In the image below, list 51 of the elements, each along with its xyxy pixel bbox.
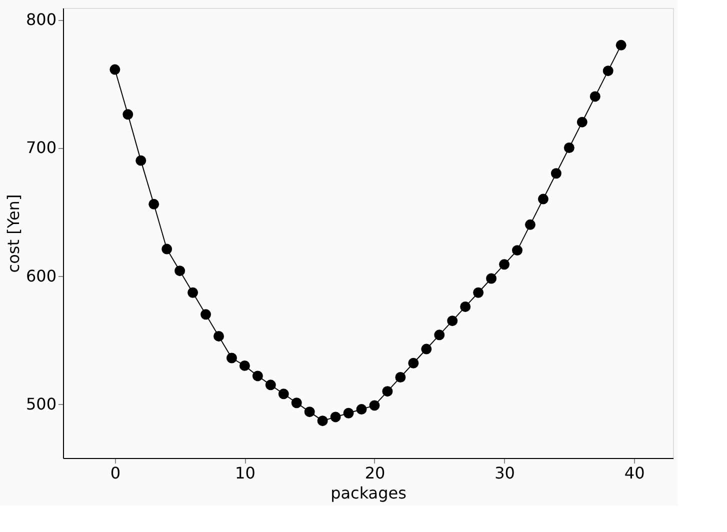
point: [590, 91, 600, 102]
point: [291, 398, 302, 408]
point: [214, 330, 224, 342]
point: [122, 109, 134, 120]
point: [252, 370, 263, 382]
point: [200, 309, 212, 320]
point: [550, 168, 562, 179]
y-tick-label: 800: [26, 10, 56, 30]
point: [382, 386, 393, 397]
point: [304, 406, 315, 418]
point: [317, 416, 328, 426]
y-tick-label: 600: [26, 266, 56, 286]
point: [447, 316, 458, 326]
point: [538, 194, 548, 204]
x-tick-label: 30: [494, 464, 515, 482]
y-tick-label: 500: [26, 394, 56, 414]
x-axis-title: packages: [330, 484, 406, 502]
point: [188, 287, 198, 298]
point: [369, 400, 380, 411]
point: [499, 259, 510, 270]
point: [602, 66, 614, 76]
point: [330, 412, 341, 422]
point: [524, 219, 536, 230]
point: [460, 301, 471, 312]
x-tick-label: 40: [624, 464, 645, 482]
point: [136, 155, 146, 166]
point: [239, 360, 250, 371]
point: [512, 245, 522, 256]
point: [564, 142, 574, 153]
point: [486, 273, 497, 284]
point: [110, 64, 120, 75]
y-axis-title: cost [Yen]: [4, 194, 23, 273]
point: [162, 244, 172, 254]
point: [616, 40, 626, 50]
point: [226, 352, 237, 364]
point: [421, 344, 432, 354]
x-tick-label: 0: [110, 464, 121, 482]
x-tick-label: 10: [235, 464, 256, 482]
point: [408, 358, 419, 368]
point: [473, 287, 484, 298]
point: [174, 266, 186, 276]
point: [278, 388, 289, 400]
point: [265, 380, 276, 390]
y-tick-label: 700: [26, 138, 56, 158]
point: [148, 198, 160, 210]
point: [395, 372, 406, 382]
point: [356, 404, 367, 415]
x-tick-label: 20: [364, 464, 386, 482]
point: [343, 408, 354, 418]
point: [576, 116, 588, 128]
point: [434, 330, 445, 340]
